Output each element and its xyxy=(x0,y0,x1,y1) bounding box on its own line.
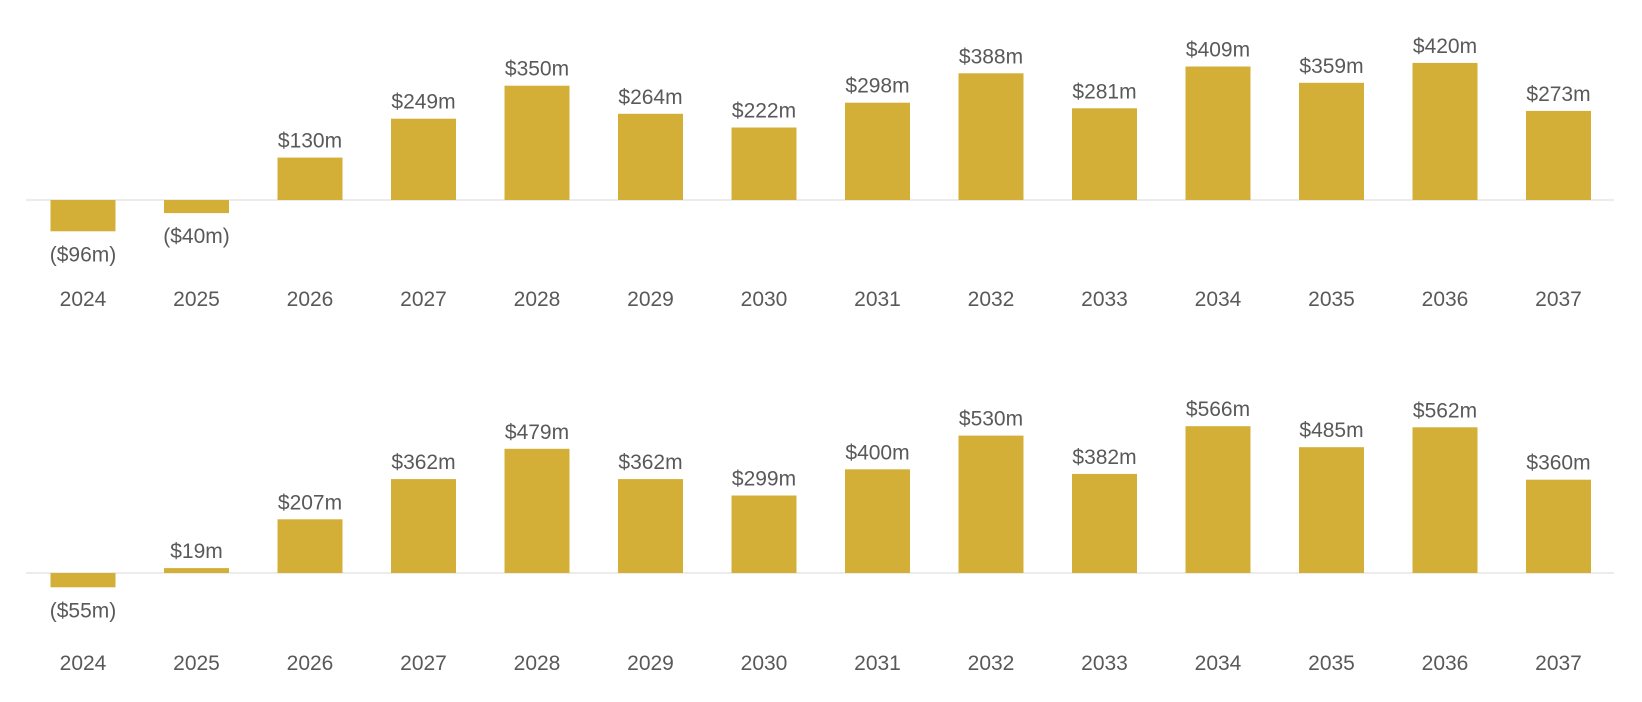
bar-2028 xyxy=(504,448,570,573)
bar-2032 xyxy=(958,73,1024,200)
x-tick-label-2033: 2033 xyxy=(1081,288,1128,311)
data-label-2031: $400m xyxy=(845,441,909,464)
bar-2030 xyxy=(731,127,797,200)
x-tick-label-2033: 2033 xyxy=(1081,652,1128,675)
x-tick-label-2035: 2035 xyxy=(1308,652,1355,675)
bar-2033 xyxy=(1072,473,1137,573)
data-label-2030: $222m xyxy=(732,100,796,123)
x-tick-label-2027: 2027 xyxy=(400,652,447,675)
x-tick-label-2026: 2026 xyxy=(287,288,334,311)
bar-2028 xyxy=(504,85,570,200)
data-label-2025: $19m xyxy=(170,540,223,563)
bar-2031 xyxy=(845,469,910,573)
x-tick-label-2037: 2037 xyxy=(1535,288,1582,311)
data-label-2037: $273m xyxy=(1526,83,1590,106)
bar-2027 xyxy=(391,118,456,200)
data-label-2024: ($96m) xyxy=(50,243,117,266)
bar-2034 xyxy=(1185,426,1251,573)
bar-2030 xyxy=(731,495,797,573)
data-label-2030: $299m xyxy=(732,468,796,491)
data-label-2031: $298m xyxy=(845,75,909,98)
x-tick-label-2032: 2032 xyxy=(968,288,1015,311)
x-tick-label-2031: 2031 xyxy=(854,652,901,675)
data-label-2036: $420m xyxy=(1413,35,1477,58)
data-label-2033: $382m xyxy=(1072,446,1136,469)
data-label-2032: $530m xyxy=(959,408,1023,431)
bar-2029 xyxy=(618,113,683,200)
data-label-2034: $409m xyxy=(1186,39,1250,62)
bar-2037 xyxy=(1526,479,1591,573)
data-label-2035: $359m xyxy=(1299,55,1363,78)
data-label-2026: $130m xyxy=(278,130,342,153)
x-tick-label-2034: 2034 xyxy=(1195,652,1242,675)
x-tick-label-2024: 2024 xyxy=(60,288,107,311)
bar-2034 xyxy=(1185,66,1251,200)
x-tick-label-2029: 2029 xyxy=(627,288,674,311)
x-tick-label-2031: 2031 xyxy=(854,288,901,311)
data-label-2035: $485m xyxy=(1299,419,1363,442)
bar-2024 xyxy=(50,200,116,232)
data-label-2037: $360m xyxy=(1526,452,1590,475)
x-tick-label-2025: 2025 xyxy=(173,652,220,675)
bar-2029 xyxy=(618,479,683,573)
chart-panel-2: ($55m) 2024 $19m 2025 $207m 2026 $362m 2027 $479… xyxy=(26,398,1614,675)
data-label-2032: $388m xyxy=(959,45,1023,68)
bar-2026 xyxy=(277,519,343,573)
bar-2024 xyxy=(50,573,116,588)
data-label-2034: $566m xyxy=(1186,398,1250,421)
data-label-2029: $264m xyxy=(618,86,682,109)
bar-2032 xyxy=(958,435,1024,573)
data-label-2028: $350m xyxy=(505,58,569,81)
bar-2037 xyxy=(1526,110,1591,200)
x-tick-label-2030: 2030 xyxy=(741,288,788,311)
data-label-2029: $362m xyxy=(618,451,682,474)
bar-2031 xyxy=(845,102,910,200)
bar-2035 xyxy=(1299,82,1364,200)
data-label-2033: $281m xyxy=(1072,80,1136,103)
x-tick-label-2032: 2032 xyxy=(968,652,1015,675)
x-tick-label-2034: 2034 xyxy=(1195,288,1242,311)
chart-panel-1: ($96m) 2024 ($40m) 2025 $130m 2026 $249m 2027 $3… xyxy=(26,35,1614,311)
x-tick-label-2036: 2036 xyxy=(1422,288,1469,311)
x-tick-label-2030: 2030 xyxy=(741,652,788,675)
bar-2025 xyxy=(164,568,229,573)
x-tick-label-2026: 2026 xyxy=(287,652,334,675)
x-tick-label-2025: 2025 xyxy=(173,288,220,311)
bar-2027 xyxy=(391,479,456,573)
bar-2035 xyxy=(1299,447,1364,573)
data-label-2024: ($55m) xyxy=(50,599,117,622)
x-tick-label-2028: 2028 xyxy=(514,652,561,675)
data-label-2036: $562m xyxy=(1413,399,1477,422)
data-label-2028: $479m xyxy=(505,421,569,444)
x-tick-label-2027: 2027 xyxy=(400,288,447,311)
data-label-2027: $362m xyxy=(391,451,455,474)
data-label-2027: $249m xyxy=(391,91,455,114)
bar-2036 xyxy=(1412,62,1478,201)
bar-2026 xyxy=(277,157,343,200)
x-tick-label-2028: 2028 xyxy=(514,288,561,311)
x-tick-label-2037: 2037 xyxy=(1535,652,1582,675)
x-tick-label-2029: 2029 xyxy=(627,652,674,675)
data-label-2026: $207m xyxy=(278,491,342,514)
x-tick-label-2024: 2024 xyxy=(60,652,107,675)
x-tick-label-2035: 2035 xyxy=(1308,288,1355,311)
data-label-2025: ($40m) xyxy=(163,225,230,248)
bar-2036 xyxy=(1412,427,1478,573)
bar-2025 xyxy=(164,200,229,214)
bar-2033 xyxy=(1072,108,1137,200)
x-tick-label-2036: 2036 xyxy=(1422,652,1469,675)
